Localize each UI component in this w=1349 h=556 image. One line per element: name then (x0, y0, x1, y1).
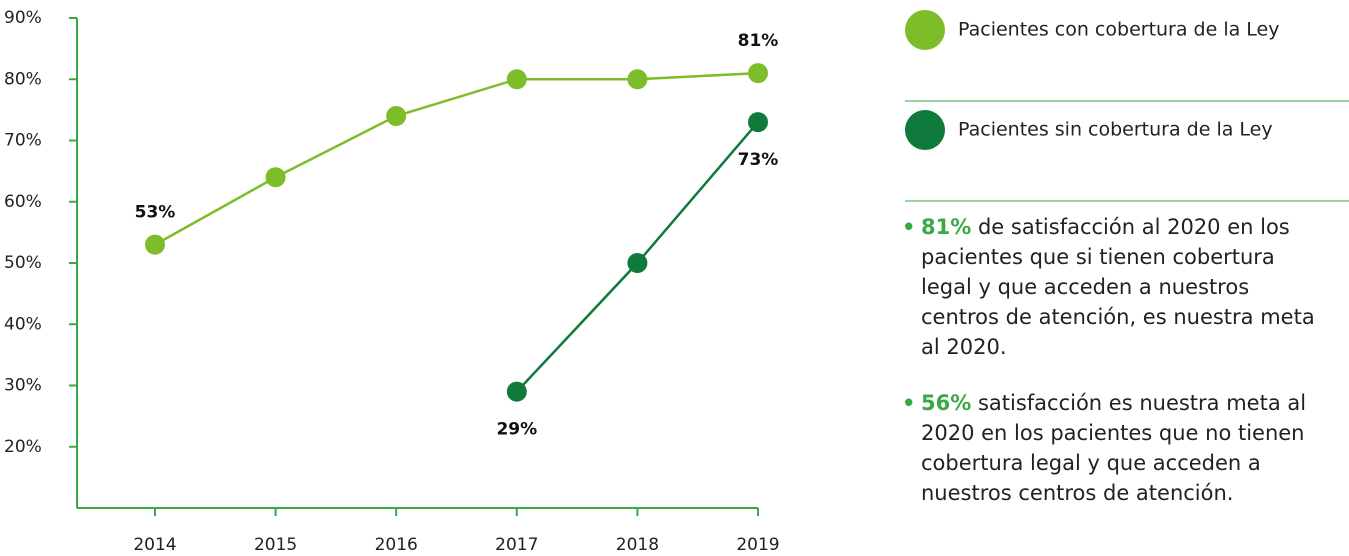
data-point (265, 167, 286, 188)
data-point (627, 253, 648, 273)
note-text: de satisfacción al 2020 en los pacientes… (921, 215, 1315, 359)
data-point (506, 381, 527, 402)
data-point (748, 63, 768, 84)
y-tick-label: 70% (4, 131, 42, 151)
note-text: satisfacción es nuestra meta al 2020 en … (921, 391, 1307, 505)
x-tick-label: 2015 (254, 535, 297, 555)
x-tick-label: 2017 (495, 535, 538, 555)
data-point (748, 112, 768, 133)
x-tick-label: 2019 (736, 535, 779, 555)
note: • 81% de satisfacción al 2020 en los paci… (902, 212, 1332, 362)
legend-label: Pacientes con cobertura de la Ley (958, 19, 1280, 41)
data-point (386, 106, 407, 126)
legend-marker (905, 10, 945, 50)
series-line (154, 71, 759, 246)
legend-marker (905, 110, 945, 150)
x-tick-label: 2016 (375, 535, 418, 555)
y-tick-label: 30% (4, 376, 42, 396)
data-label: 73% (738, 150, 779, 170)
note-highlight: 81% (921, 215, 972, 239)
y-tick-label: 50% (4, 253, 42, 273)
bullet: • (902, 215, 916, 239)
note: • 56% satisfacción es nuestra meta al 202… (902, 388, 1332, 508)
data-label: 29% (496, 420, 537, 440)
note-highlight: 56% (921, 391, 972, 415)
y-tick-label: 40% (4, 314, 42, 334)
y-tick-label: 60% (4, 192, 42, 212)
y-tick-label: 20% (4, 437, 42, 457)
data-label: 53% (135, 203, 176, 223)
x-tick-label: 2014 (133, 535, 176, 555)
data-point (145, 234, 165, 255)
x-tick-label: 2018 (616, 535, 659, 555)
bullet: • (902, 391, 916, 415)
y-tick-label: 80% (4, 69, 42, 89)
data-point (627, 69, 648, 90)
legend-label: Pacientes sin cobertura de la Ley (958, 119, 1273, 141)
notes: • 81% de satisfacción al 2020 en los paci… (902, 212, 1332, 534)
data-point (506, 69, 527, 90)
data-label: 81% (738, 31, 779, 51)
y-tick-label: 90% (4, 8, 42, 28)
